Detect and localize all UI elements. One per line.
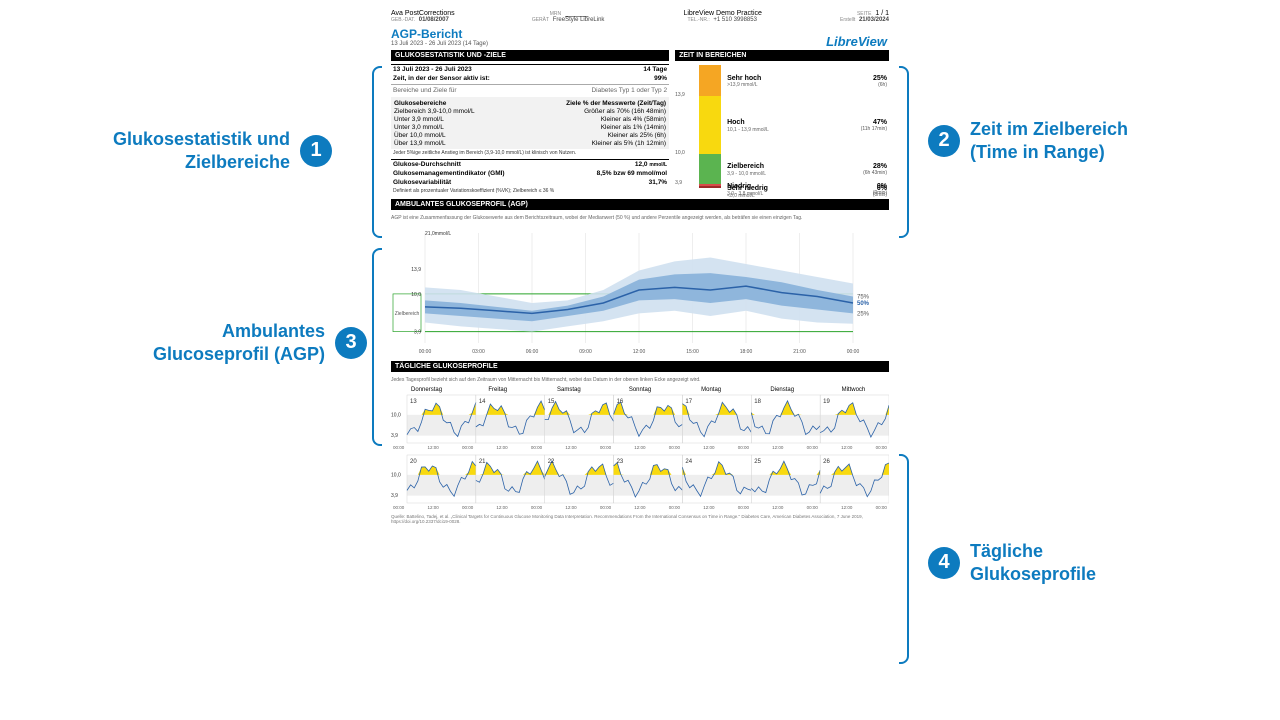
targets-table: GlukosebereicheZiele % der Messwerte (Ze… (391, 97, 669, 149)
svg-text:00:00: 00:00 (847, 349, 860, 355)
svg-text:75%: 75% (857, 295, 870, 301)
svg-text:15: 15 (548, 399, 555, 405)
agp-chart: 00:00 03:00 06:00 09:00 12:00 15:00 18:00 21:00… (391, 225, 889, 355)
svg-text:3,9: 3,9 (414, 330, 421, 336)
svg-text:10,0: 10,0 (411, 292, 421, 298)
svg-text:09:00: 09:00 (579, 349, 592, 355)
bracket-4 (899, 454, 909, 664)
svg-text:18: 18 (754, 399, 761, 405)
daily-panel: TÄGLICHE GLUKOSEPROFILE Jedes Tagesprofi… (385, 355, 895, 510)
svg-text:23: 23 (617, 459, 624, 465)
svg-text:3,9: 3,9 (391, 433, 398, 439)
practice-name: LibreView Demo Practice (683, 10, 761, 17)
svg-text:21:00: 21:00 (793, 349, 806, 355)
svg-text:10,0: 10,0 (391, 472, 401, 478)
svg-text:22: 22 (548, 459, 555, 465)
callout-1: 1 Glukosestatistik und Zielbereiche (90, 128, 332, 173)
report-subtitle: 13 Juli 2023 - 26 Juli 2023 (14 Tage) (385, 41, 895, 50)
svg-text:00:00: 00:00 (419, 349, 432, 355)
callout-4-text: Tägliche Glukoseprofile (970, 540, 1170, 585)
tir-heading: ZEIT IN BEREICHEN (675, 50, 889, 61)
created-date: 21/03/2024 (859, 17, 889, 23)
svg-text:16: 16 (617, 399, 624, 405)
patient-name: Ava PostCorrections (391, 10, 455, 17)
callout-1-text: Glukosestatistik und Zielbereiche (90, 128, 290, 173)
page-number: 1 / 1 (875, 10, 889, 17)
tir-panel: ZEIT IN BEREICHEN Sehr hoch>13,9 mmol/L2… (675, 50, 889, 195)
svg-text:12:00: 12:00 (633, 349, 646, 355)
svg-text:19: 19 (823, 399, 830, 405)
svg-text:15:00: 15:00 (686, 349, 699, 355)
svg-text:Zielbereich: Zielbereich (395, 311, 420, 317)
device: FreeStyle LibreLink (553, 17, 605, 23)
badge-4: 4 (928, 547, 960, 579)
svg-text:21: 21 (479, 459, 486, 465)
badge-3: 3 (335, 327, 367, 359)
header-row-1: Ava PostCorrections MRN ______ LibreView… (385, 8, 895, 17)
svg-text:3,9: 3,9 (391, 493, 398, 499)
svg-text:06:00: 06:00 (526, 349, 539, 355)
tel: +1 510 3998853 (713, 17, 757, 23)
svg-text:14: 14 (479, 399, 486, 405)
brand-logo: LibreView (826, 34, 887, 49)
stats-panel: GLUKOSESTATISTIK UND -ZIELE 13 Juli 2023… (391, 50, 669, 195)
badge-1: 1 (300, 135, 332, 167)
tir-chart: Sehr hoch>13,9 mmol/L25%(6h)Hoch10,1 - 1… (675, 65, 889, 193)
svg-text:26: 26 (823, 459, 830, 465)
daily-desc: Jedes Tagesprofil bezieht sich auf den Z… (391, 375, 889, 387)
report-title: AGP-Bericht (385, 23, 895, 41)
svg-text:13: 13 (410, 399, 417, 405)
agp-svg: 00:00 03:00 06:00 09:00 12:00 15:00 18:00 21:00… (391, 225, 889, 355)
bracket-2 (899, 66, 909, 238)
svg-text:17: 17 (685, 399, 692, 405)
bracket-1 (372, 66, 382, 238)
source-citation: Quelle: Battelino, Tadej, et al. „Clinic… (385, 510, 895, 529)
dob: 01/08/2007 (419, 17, 449, 23)
svg-text:20: 20 (410, 459, 417, 465)
callout-3-text: Ambulantes Glucoseprofil (AGP) (125, 320, 325, 365)
daily-row-1: 10,0 3,9 13 14 15 16 17 18 19 (391, 393, 889, 445)
svg-text:50%: 50% (857, 301, 870, 307)
svg-text:25: 25 (754, 459, 761, 465)
callout-4: 4 Tägliche Glukoseprofile (928, 540, 1170, 585)
svg-text:18:00: 18:00 (740, 349, 753, 355)
callout-3: 3 Ambulantes Glucoseprofil (AGP) (125, 320, 367, 365)
svg-text:10,0: 10,0 (391, 412, 401, 418)
agp-desc: AGP ist eine Zusammenfassung der Glukose… (391, 213, 889, 225)
agp-panel: AMBULANTES GLUKOSEPROFIL (AGP) AGP ist e… (385, 195, 895, 355)
daily-heading: TÄGLICHE GLUKOSEPROFILE (391, 361, 889, 372)
svg-text:13,9: 13,9 (411, 267, 421, 273)
daily-row-2: 10,0 3,9 20 21 22 23 24 25 26 (391, 453, 889, 505)
bracket-3 (372, 248, 382, 446)
svg-text:03:00: 03:00 (472, 349, 485, 355)
report-page: Ava PostCorrections MRN ______ LibreView… (385, 8, 895, 708)
stats-heading: GLUKOSESTATISTIK UND -ZIELE (391, 50, 669, 61)
svg-text:21,0mmol/L: 21,0mmol/L (425, 231, 451, 237)
svg-text:25%: 25% (857, 311, 870, 317)
badge-2: 2 (928, 125, 960, 157)
callout-2-text: Zeit im Zielbereich (Time in Range) (970, 118, 1170, 163)
svg-text:24: 24 (685, 459, 692, 465)
agp-heading: AMBULANTES GLUKOSEPROFIL (AGP) (391, 199, 889, 210)
callout-2: 2 Zeit im Zielbereich (Time in Range) (928, 118, 1170, 163)
